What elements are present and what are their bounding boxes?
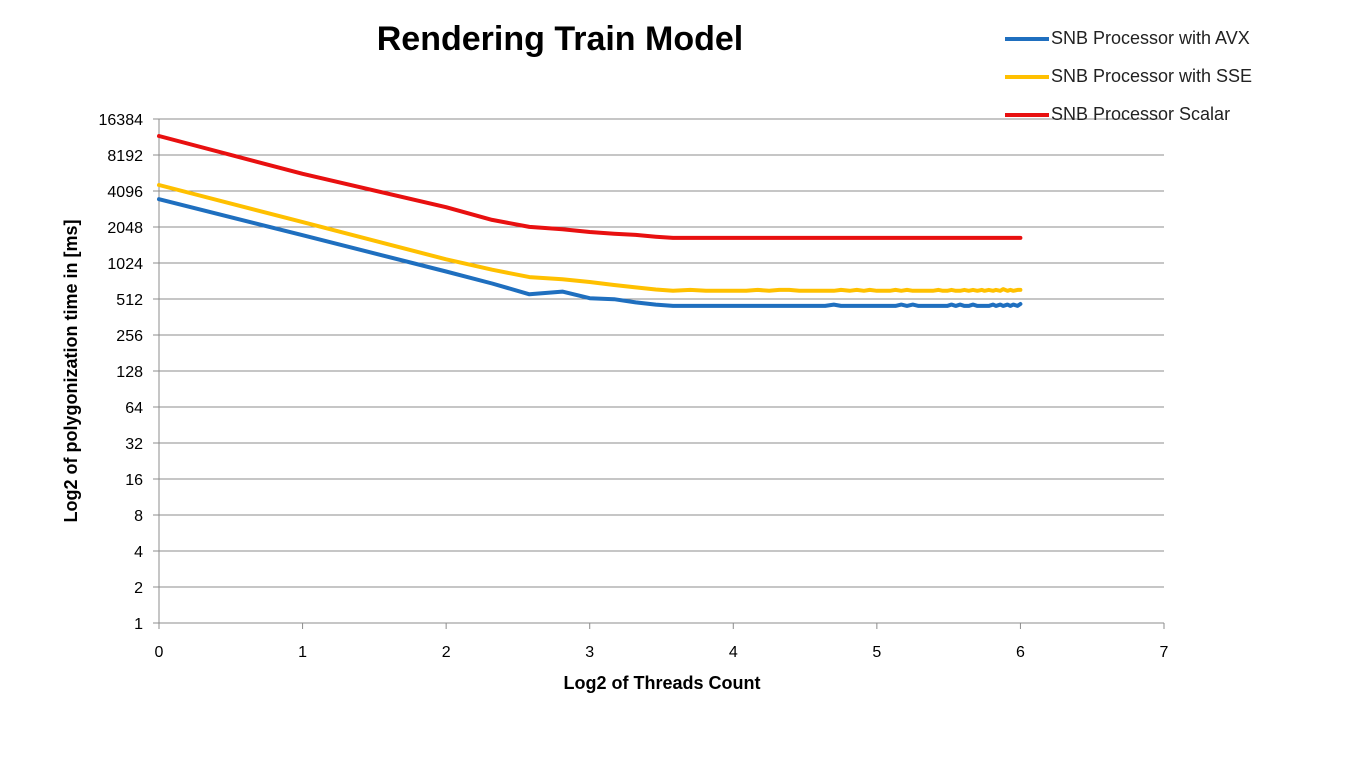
y-tick-label: 2 bbox=[134, 580, 143, 597]
y-tick-label: 1 bbox=[134, 616, 143, 633]
y-tick-label: 64 bbox=[125, 400, 143, 417]
series-line-0 bbox=[157, 197, 1023, 308]
y-tick-label: 8 bbox=[134, 508, 143, 525]
x-tick-label: 0 bbox=[155, 644, 164, 661]
legend-swatch-sse bbox=[1005, 75, 1049, 79]
x-tick-labels: 0 1 2 3 4 5 6 7 bbox=[155, 644, 1169, 661]
y-tick-label: 256 bbox=[116, 328, 143, 345]
y-tick-label: 32 bbox=[125, 436, 143, 453]
y-tick-label: 2048 bbox=[107, 220, 143, 237]
legend-label-sse: SNB Processor with SSE bbox=[1051, 66, 1253, 86]
y-tick-label: 16 bbox=[125, 472, 143, 489]
y-tick-label: 4096 bbox=[107, 184, 143, 201]
y-tick-label: 128 bbox=[116, 364, 143, 381]
chart-title: Rendering Train Model bbox=[376, 20, 744, 58]
x-tick-label: 3 bbox=[585, 644, 594, 661]
x-tick-label: 2 bbox=[442, 644, 451, 661]
series-lines bbox=[157, 134, 1023, 308]
y-tick-label: 16384 bbox=[99, 112, 144, 129]
y-tick-label: 512 bbox=[116, 292, 143, 309]
legend-swatch-scalar bbox=[1005, 113, 1049, 117]
x-tick-label: 1 bbox=[298, 644, 307, 661]
legend-swatch-avx bbox=[1005, 37, 1049, 41]
y-tick-label: 8192 bbox=[107, 148, 143, 165]
y-axis-title: Log2 of polygonization time in [ms] bbox=[61, 220, 81, 523]
legend-label-scalar: SNB Processor Scalar bbox=[1051, 104, 1231, 124]
series-line-2 bbox=[157, 134, 1023, 240]
x-tick-label: 6 bbox=[1016, 644, 1025, 661]
axes bbox=[153, 118, 1165, 629]
legend-label-avx: SNB Processor with AVX bbox=[1051, 28, 1250, 48]
y-tick-label: 1024 bbox=[107, 256, 143, 273]
x-tick-label: 4 bbox=[729, 644, 738, 661]
series-line-1 bbox=[157, 183, 1023, 293]
x-axis-title: Log2 of Threads Count bbox=[564, 673, 761, 693]
y-tick-labels: 1 2 4 8 16 32 64 128 256 512 1024 2048 4096 8192 16384 bbox=[99, 112, 144, 633]
x-tick-label: 7 bbox=[1160, 644, 1169, 661]
grid-lines bbox=[159, 118, 1164, 588]
x-tick-label: 5 bbox=[872, 644, 881, 661]
y-tick-label: 4 bbox=[134, 544, 143, 561]
